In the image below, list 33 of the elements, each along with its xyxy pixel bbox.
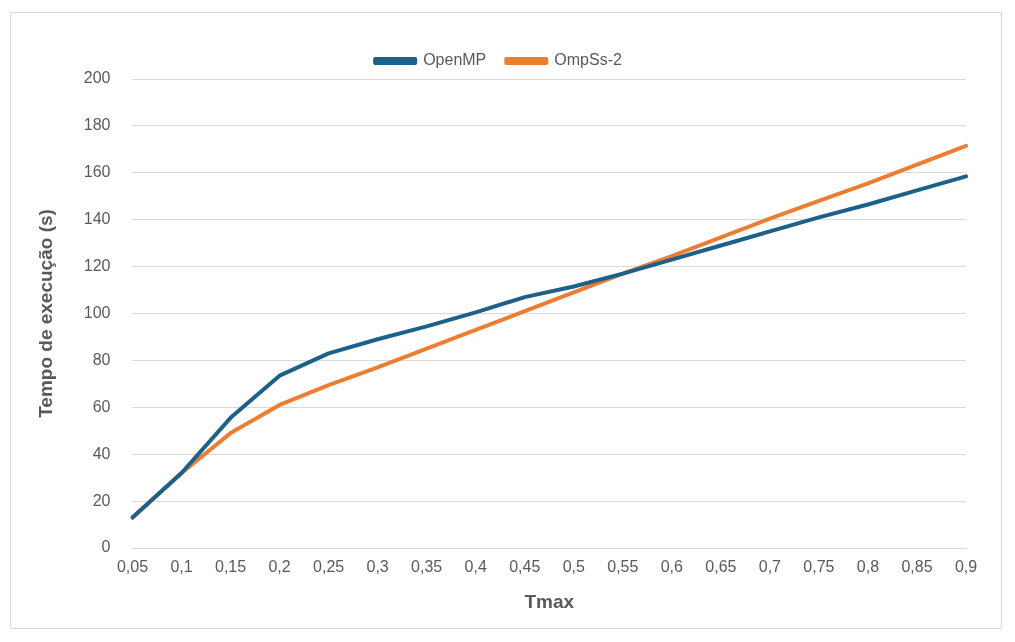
x-tick-label: 0,45 xyxy=(509,558,541,576)
y-tick-label: 60 xyxy=(92,397,111,415)
y-tick-label: 180 xyxy=(83,116,111,134)
x-tick-label: 0,75 xyxy=(803,558,835,576)
x-tick-label: 0,3 xyxy=(366,558,389,576)
y-tick-label: 140 xyxy=(83,210,111,228)
x-tick-label: 0,55 xyxy=(607,558,639,576)
y-tick-label: 120 xyxy=(83,257,111,275)
x-tick-label: 0,7 xyxy=(758,558,782,576)
x-tick-label: 0,2 xyxy=(268,558,291,576)
x-tick-label: 0,25 xyxy=(313,558,345,576)
y-tick-label: 80 xyxy=(92,350,111,368)
x-tick-label: 0,4 xyxy=(464,558,487,576)
legend-label: OpenMP xyxy=(423,51,487,69)
y-tick-label: 20 xyxy=(92,491,111,509)
y-tick-label: 0 xyxy=(101,538,111,556)
x-axis-title: Tmax xyxy=(524,590,575,612)
x-tick-label: 0,85 xyxy=(901,558,933,576)
x-tick-label: 0,8 xyxy=(856,558,880,576)
y-tick-label: 200 xyxy=(83,69,111,87)
x-tick-label: 0,15 xyxy=(214,558,247,576)
x-tick-label: 0,05 xyxy=(116,558,149,576)
y-tick-label: 160 xyxy=(83,163,111,181)
legend-label: OmpSs-2 xyxy=(554,51,622,69)
y-tick-label: 40 xyxy=(92,444,111,462)
x-tick-label: 0,1 xyxy=(170,558,193,576)
x-tick-label: 0,9 xyxy=(954,558,978,576)
x-tick-label: 0,65 xyxy=(705,558,737,576)
x-tick-label: 0,5 xyxy=(562,558,585,576)
x-tick-label: 0,35 xyxy=(411,558,443,576)
y-tick-label: 100 xyxy=(83,303,111,321)
y-axis-title: Tempo de execução (s) xyxy=(34,209,56,418)
x-tick-label: 0,6 xyxy=(660,558,684,576)
